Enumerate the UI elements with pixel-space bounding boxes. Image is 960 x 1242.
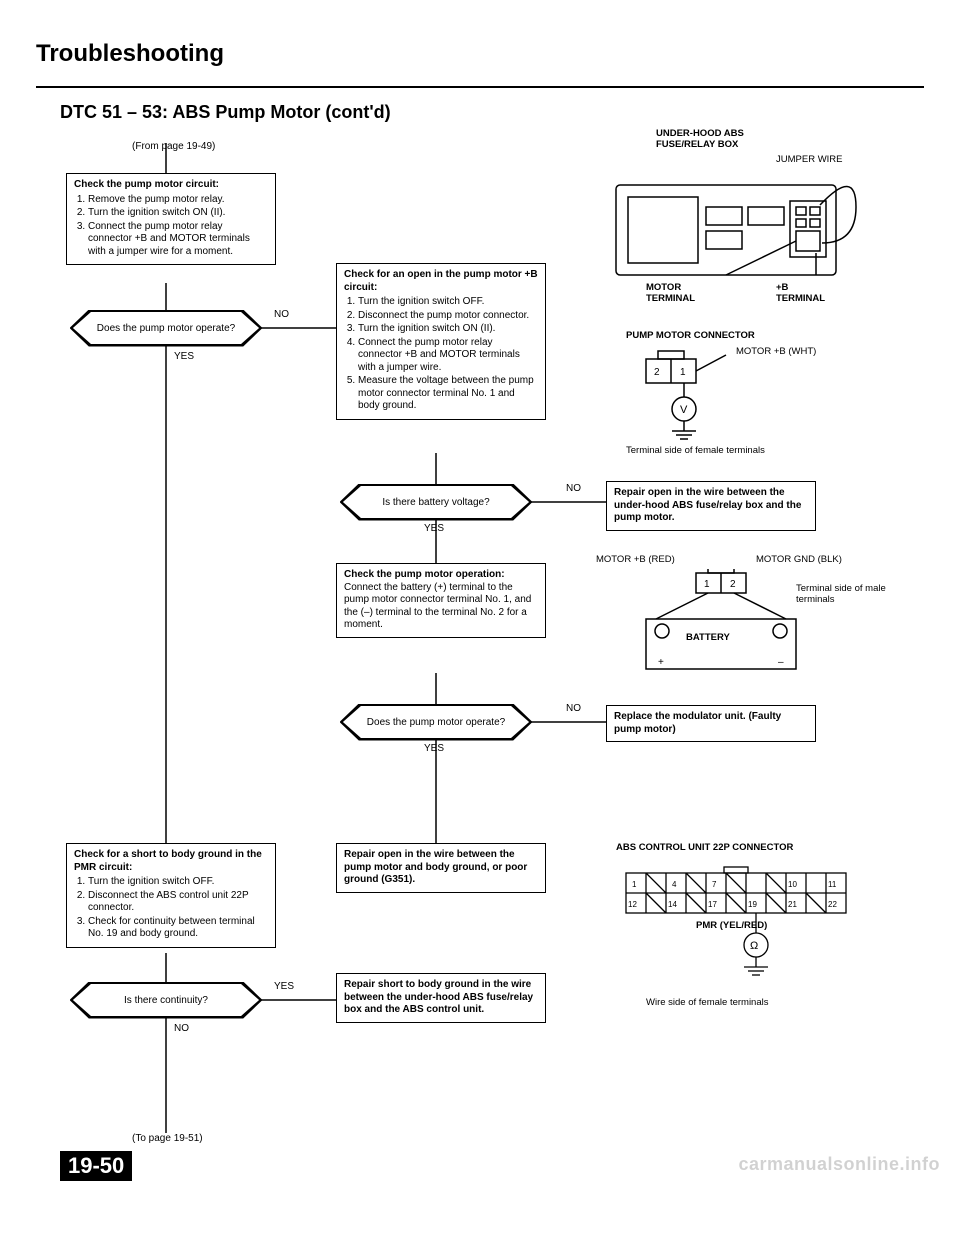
step-title: Check for a short to body ground in the … <box>74 849 262 873</box>
svg-text:10: 10 <box>788 880 797 889</box>
flow-label-no: NO <box>566 703 581 714</box>
list-item: Remove the pump motor relay. <box>88 194 268 207</box>
flow-label-yes: YES <box>424 743 444 754</box>
svg-text:19: 19 <box>748 900 757 909</box>
svg-text:14: 14 <box>668 900 677 909</box>
step-check-short: Check for a short to body ground in the … <box>66 843 276 948</box>
divider <box>36 86 924 88</box>
step-title: Check the pump motor circuit: <box>74 179 219 190</box>
svg-text:12: 12 <box>628 900 637 909</box>
page-number: 19-50 <box>60 1151 132 1181</box>
result-text: Repair short to body ground in the wire … <box>344 979 533 1015</box>
step-check-operation: Check the pump motor operation: Connect … <box>336 563 546 638</box>
svg-text:Ω: Ω <box>750 940 758 952</box>
svg-text:4: 4 <box>672 880 677 889</box>
label-motor-terminal: MOTOR TERMINAL <box>646 283 695 305</box>
flow-label-no: NO <box>174 1023 189 1034</box>
to-page-ref: (To page 19-51) <box>132 1133 203 1144</box>
page-title: Troubleshooting <box>36 40 924 68</box>
svg-text:+: + <box>658 657 664 668</box>
list-item: Turn the ignition switch OFF. <box>88 876 268 889</box>
result-text: Repair open in the wire between the unde… <box>614 487 801 523</box>
diagram-title-pump-connector: PUMP MOTOR CONNECTOR <box>626 331 755 342</box>
step-check-open: Check for an open in the pump motor +B c… <box>336 263 546 420</box>
flow-label-yes: YES <box>424 523 444 534</box>
svg-text:21: 21 <box>788 900 797 909</box>
list-item: Connect the pump motor relay connector +… <box>358 337 538 375</box>
result-repair-short: Repair short to body ground in the wire … <box>336 973 546 1023</box>
svg-text:2: 2 <box>730 579 736 590</box>
watermark: carmanualsonline.info <box>738 1154 940 1175</box>
svg-text:2: 2 <box>654 367 660 378</box>
list-item: Measure the voltage between the pump mot… <box>358 375 538 413</box>
list-item: Check for continuity between terminal No… <box>88 916 268 941</box>
step-check-circuit: Check the pump motor circuit: Remove the… <box>66 173 276 265</box>
note-wire-side-female: Wire side of female terminals <box>646 997 768 1008</box>
list-item: Connect the pump motor relay connector +… <box>88 221 268 259</box>
svg-text:V: V <box>680 404 688 416</box>
flow-label-no: NO <box>274 309 289 320</box>
list-item: Turn the ignition switch OFF. <box>358 296 538 309</box>
step-title: Check for an open in the pump motor +B c… <box>344 269 538 293</box>
label-pmr: PMR (YEL/RED) <box>696 921 767 932</box>
list-item: Disconnect the ABS control unit 22P conn… <box>88 890 268 915</box>
svg-text:1: 1 <box>704 579 710 590</box>
list-item: Turn the ignition switch ON (II). <box>88 207 268 220</box>
decision-pump-operate-2: Does the pump motor operate? <box>341 705 531 739</box>
label-motor-plusb-red: MOTOR +B (RED) <box>596 555 675 566</box>
svg-text:1: 1 <box>680 367 686 378</box>
svg-text:–: – <box>778 657 784 668</box>
section-subtitle: DTC 51 – 53: ABS Pump Motor (cont'd) <box>60 102 924 123</box>
svg-text:11: 11 <box>828 880 837 889</box>
decision-continuity: Is there continuity? <box>71 983 261 1017</box>
svg-text:22: 22 <box>828 900 837 909</box>
decision-battery-voltage: Is there battery voltage? <box>341 485 531 519</box>
result-repair-open-ground: Repair open in the wire between the pump… <box>336 843 546 893</box>
diagram-title-abs-22p: ABS CONTROL UNIT 22P CONNECTOR <box>616 843 793 854</box>
label-motor-gnd-blk: MOTOR GND (BLK) <box>756 555 842 566</box>
from-page-ref: (From page 19-49) <box>132 141 215 152</box>
flow-label-no: NO <box>566 483 581 494</box>
step-title: Check the pump motor operation: <box>344 569 505 580</box>
flowchart-canvas: (From page 19-49) Check the pump motor c… <box>36 133 924 1163</box>
result-text: Replace the modulator unit. (Faulty pump… <box>614 711 781 735</box>
decision-pump-operate-1: Does the pump motor operate? <box>71 311 261 345</box>
note-terminal-side-female: Terminal side of female terminals <box>626 445 765 456</box>
diagram-fuse-relay-box <box>606 167 866 297</box>
svg-text:7: 7 <box>712 880 717 889</box>
note-terminal-side-male: Terminal side of male terminals <box>796 583 886 606</box>
list-item: Turn the ignition switch ON (II). <box>358 323 538 336</box>
result-repair-open-wire: Repair open in the wire between the unde… <box>606 481 816 531</box>
svg-text:17: 17 <box>708 900 717 909</box>
result-replace-modulator: Replace the modulator unit. (Faulty pump… <box>606 705 816 742</box>
label-battery: BATTERY <box>686 633 730 644</box>
flow-label-yes: YES <box>174 351 194 362</box>
label-jumper-wire: JUMPER WIRE <box>776 155 843 166</box>
step-body: Connect the battery (+) terminal to the … <box>344 582 531 631</box>
flow-label-yes: YES <box>274 981 294 992</box>
diagram-title-underhood: UNDER-HOOD ABS FUSE/RELAY BOX <box>656 129 744 151</box>
list-item: Disconnect the pump motor connector. <box>358 310 538 323</box>
diagram-pump-connector: 2 1 V <box>636 345 836 445</box>
label-plusb-terminal: +B TERMINAL <box>776 283 825 305</box>
result-text: Repair open in the wire between the pump… <box>344 849 527 885</box>
svg-text:1: 1 <box>632 880 637 889</box>
